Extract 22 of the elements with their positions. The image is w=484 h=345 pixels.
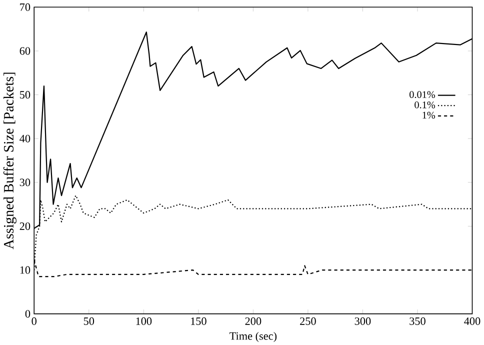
y-tick-label: 20: [20, 222, 30, 230]
x-tick-label: 350: [410, 317, 426, 325]
x-tick-label: 400: [464, 317, 480, 325]
x-tick-label: 300: [354, 317, 371, 325]
x-tick-label: 200: [245, 317, 262, 325]
y-tick-label: 0: [25, 310, 30, 318]
y-tick-label: 70: [20, 3, 30, 11]
x-tick-label: 100: [136, 317, 152, 325]
y-tick-label: 60: [20, 46, 30, 55]
legend-label: 0.01%: [410, 90, 436, 98]
y-tick-label: 50: [20, 90, 30, 98]
x-tick-label: 0: [32, 317, 36, 325]
x-axis-title: Time (sec): [230, 332, 277, 342]
x-tick-label: 250: [300, 317, 316, 325]
y-tick-label: 40: [20, 134, 30, 142]
x-tick-label: 150: [191, 317, 206, 325]
y-axis-title: Assigned Buffer Size [Packets]: [3, 72, 16, 249]
legend-label: 1%: [422, 112, 436, 118]
y-tick-label: 30: [20, 178, 30, 186]
y-tick-label: 10: [20, 266, 30, 274]
legend-label: 0.1%: [414, 101, 436, 108]
x-tick-label: 50: [84, 317, 94, 325]
